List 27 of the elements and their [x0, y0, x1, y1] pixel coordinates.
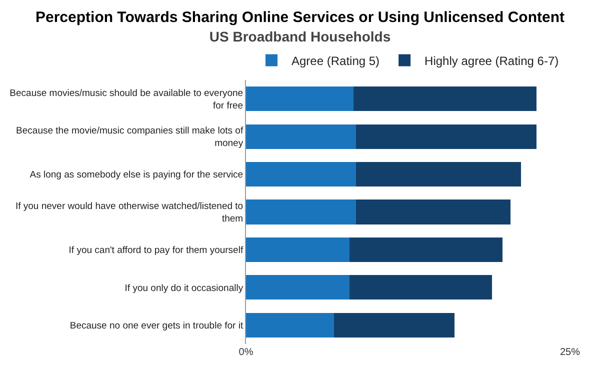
y-tick-label: Because the movie/music companies still make lots of money [16, 126, 244, 150]
y-tick-label: If you never would have otherwise watched/listened to them [15, 201, 244, 224]
y-tick-label: Because no one ever gets in trouble for it [70, 320, 244, 332]
bar [246, 312, 334, 338]
bar [334, 312, 455, 338]
chart-title: Perception Towards Sharing Online Services or Using Unlicensed Content [36, 9, 565, 26]
y-tick-label: As long as somebody else is paying for the service [30, 170, 244, 181]
bar [246, 86, 354, 112]
bar [356, 124, 536, 149]
y-tick-label: Because movies/music should be available to everyone for free [10, 88, 244, 112]
bar [354, 86, 536, 112]
bar [246, 237, 350, 262]
y-tick-label: If you only do it occasionally [124, 282, 244, 294]
y-tick-label: If you can't afford to pay for them yourself [68, 245, 244, 256]
x-tick-label: 25% [560, 347, 580, 358]
bar [246, 275, 350, 300]
chart-subtitle: US Broadband Households [209, 28, 391, 45]
bar [246, 124, 356, 149]
bar [356, 200, 510, 224]
bar [246, 200, 356, 224]
bar [350, 275, 492, 300]
legend-label: Highly agree (Rating 6-7) [424, 54, 559, 68]
bar [356, 162, 521, 187]
bar [350, 237, 503, 262]
x-tick-label: 0% [238, 347, 254, 358]
bar [246, 162, 356, 187]
legend-label: Agree (Rating 5) [292, 54, 380, 68]
